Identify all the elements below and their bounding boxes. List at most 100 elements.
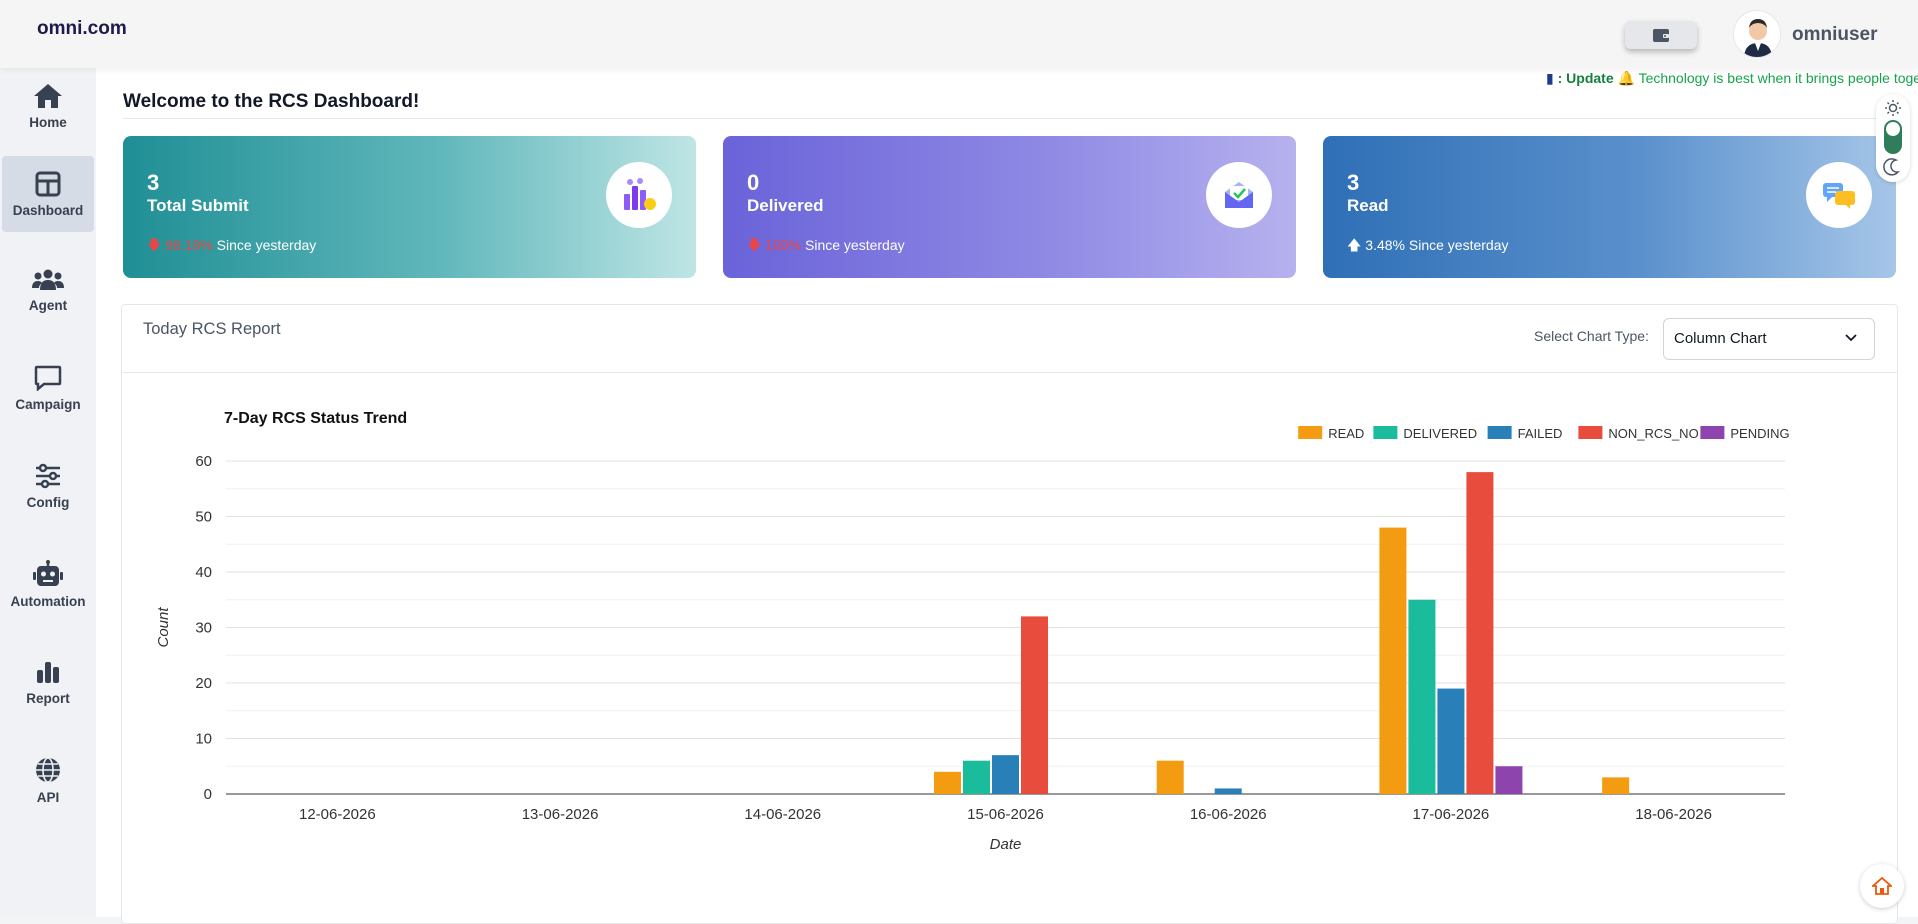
- report-title: Today RCS Report: [143, 320, 281, 338]
- y-tick-label: 0: [204, 786, 212, 803]
- sidebar-item-label: Report: [26, 690, 70, 706]
- sidebar-item-label: API: [36, 789, 60, 805]
- read-card[interactable]: 3 Read 🡅 3.48% Since yesterday: [1323, 136, 1896, 278]
- y-axis-label: Count: [155, 607, 172, 648]
- x-tick-label: 16-06-2026: [1190, 806, 1267, 823]
- wallet-icon: [1653, 29, 1669, 42]
- home-icon: [34, 83, 62, 108]
- legend-swatch: [1373, 426, 1398, 439]
- bar-read: [934, 771, 961, 794]
- user-avatar[interactable]: [1733, 10, 1781, 58]
- legend-label: PENDING: [1730, 426, 1789, 441]
- arrow-up-icon: 🡅: [1347, 237, 1362, 253]
- card-trend: 🡅 3.48% Since yesterday: [1347, 235, 1509, 259]
- wallet-button[interactable]: [1625, 21, 1697, 49]
- sidebar-item-automation[interactable]: Automation: [2, 546, 94, 622]
- bar-delivered: [1408, 599, 1436, 794]
- submit-stats-icon: [606, 162, 672, 228]
- chart-title: 7-Day RCS Status Trend: [224, 410, 407, 427]
- x-tick-label: 17-06-2026: [1413, 806, 1490, 823]
- top-bar: omni.com omniuser: [0, 0, 1918, 68]
- card-trend: 🡇 98.18% Since yesterday: [147, 235, 316, 259]
- chat-bubbles-icon: [1806, 162, 1872, 228]
- chevron-down-icon: [1845, 334, 1857, 342]
- card-since: Since yesterday: [805, 237, 905, 253]
- sidebar-item-dashboard[interactable]: Dashboard: [2, 156, 94, 232]
- y-tick-label: 60: [195, 453, 212, 470]
- x-tick-label: 18-06-2026: [1635, 806, 1712, 823]
- sidebar-item-home[interactable]: Home: [2, 68, 94, 144]
- y-tick-label: 20: [195, 675, 212, 692]
- card-value: 3: [147, 170, 160, 195]
- card-change: 100%: [765, 237, 802, 253]
- bar-read: [1379, 527, 1407, 794]
- ticker-message: Technology is best when it brings people…: [1638, 70, 1918, 86]
- globe-icon: [36, 756, 60, 783]
- arrow-down-icon: 🡇: [147, 237, 162, 253]
- chart-type-value: Column Chart: [1674, 330, 1767, 347]
- home-icon: [1872, 877, 1892, 895]
- x-tick-label: 15-06-2026: [967, 806, 1044, 823]
- sidebar-item-label: Agent: [28, 297, 68, 313]
- bar-failed: [1437, 688, 1465, 794]
- sidebar-item-campaign[interactable]: Campaign: [2, 350, 94, 426]
- x-tick-label: 13-06-2026: [522, 806, 599, 823]
- bell-icon: 🔔: [1617, 70, 1635, 86]
- x-tick-label: 14-06-2026: [744, 806, 821, 823]
- sidebar-item-agent[interactable]: Agent: [2, 252, 94, 328]
- bar-delivered: [963, 760, 990, 794]
- chat-icon: [34, 365, 62, 391]
- bar-read: [1156, 760, 1184, 794]
- bar-failed: [1214, 788, 1242, 794]
- sidebar-item-label: Home: [29, 114, 67, 130]
- rcs-status-chart: 7-Day RCS Status Trend 0 10 20 30 40 50 60 Count…: [155, 410, 1790, 853]
- home-shortcut-button[interactable]: [1860, 864, 1904, 908]
- sidebar-item-label: Automation: [10, 593, 86, 609]
- update-ticker: ▮ : Update 🔔 Technology is best when it …: [1546, 70, 1918, 87]
- users-icon: [32, 269, 64, 290]
- bar-failed: [992, 755, 1019, 794]
- username[interactable]: omniuser: [1792, 24, 1878, 45]
- sidebar-item-label: Dashboard: [12, 202, 84, 218]
- card-label: Total Submit: [147, 196, 249, 215]
- envelope-icon: [1206, 162, 1272, 228]
- x-tick-label: 12-06-2026: [299, 806, 376, 823]
- y-tick-label: 30: [195, 620, 212, 637]
- sidebar: Home Dashboard Agent Campaign Config Aut…: [0, 68, 96, 917]
- sidebar-item-label: Campaign: [15, 396, 81, 412]
- card-change: 3.48%: [1365, 237, 1405, 253]
- ticker-prefix: : Update: [1557, 70, 1614, 86]
- delivered-card[interactable]: 0 Delivered 🡇 100% Since yesterday: [723, 136, 1296, 278]
- legend-label: FAILED: [1518, 426, 1563, 441]
- total-submit-card[interactable]: 3 Total Submit 🡇 98.18% Since yesterday: [123, 136, 696, 278]
- card-since: Since yesterday: [1408, 237, 1509, 253]
- title-divider: [123, 118, 1893, 119]
- brand-logo[interactable]: omni.com: [37, 18, 127, 39]
- y-tick-label: 40: [195, 564, 212, 581]
- arrow-down-icon: 🡇: [747, 237, 762, 253]
- legend-swatch: [1298, 426, 1323, 439]
- card-label: Delivered: [747, 196, 824, 215]
- card-value: 3: [1347, 170, 1360, 195]
- robot-icon: [33, 559, 63, 586]
- card-trend: 🡇 100% Since yesterday: [747, 235, 905, 259]
- report-panel: Today RCS Report Select Chart Type: Colu…: [121, 304, 1898, 924]
- megaphone-icon: ▮: [1546, 70, 1554, 86]
- moon-icon: [1883, 158, 1900, 176]
- y-tick-label: 50: [195, 509, 212, 526]
- x-axis-label: Date: [990, 836, 1022, 853]
- card-value: 0: [747, 170, 760, 195]
- sidebar-item-config[interactable]: Config: [2, 448, 94, 524]
- sidebar-item-api[interactable]: API: [2, 742, 94, 818]
- bar-non-rcs-no: [1466, 472, 1494, 794]
- sliders-icon: [36, 463, 60, 488]
- card-label: Read: [1347, 196, 1389, 215]
- chart-type-select[interactable]: Column Chart: [1663, 318, 1875, 360]
- theme-toggle[interactable]: [1876, 94, 1910, 182]
- chart-type-label: Select Chart Type:: [1534, 328, 1649, 344]
- main-content: ▮ : Update 🔔 Technology is best when it …: [96, 68, 1918, 924]
- sidebar-item-label: Config: [26, 494, 70, 510]
- y-tick-label: 10: [195, 731, 212, 748]
- sidebar-item-report[interactable]: Report: [2, 644, 94, 720]
- bar-non-rcs-no: [1021, 616, 1048, 794]
